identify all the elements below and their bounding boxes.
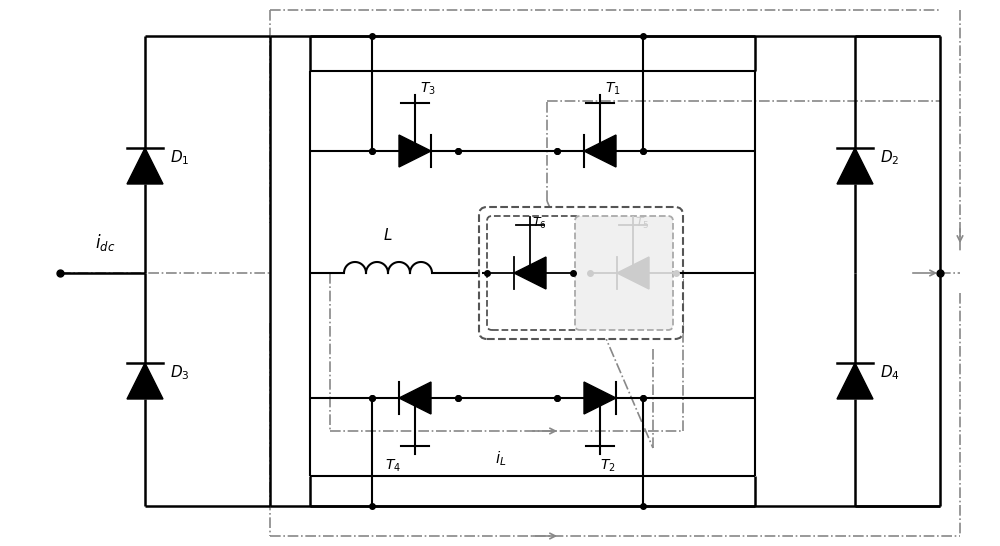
- Text: $T_5$: $T_5$: [635, 216, 649, 230]
- Text: $i_L$: $i_L$: [495, 449, 507, 468]
- Text: $T_4$: $T_4$: [385, 458, 401, 474]
- Polygon shape: [127, 148, 163, 184]
- Text: $T_3$: $T_3$: [420, 81, 436, 97]
- Text: $T_2$: $T_2$: [600, 458, 616, 474]
- Text: $T_6$: $T_6$: [532, 216, 547, 230]
- Polygon shape: [617, 257, 649, 289]
- FancyBboxPatch shape: [479, 207, 683, 339]
- Polygon shape: [837, 363, 873, 399]
- FancyBboxPatch shape: [575, 216, 673, 330]
- Polygon shape: [837, 148, 873, 184]
- Text: $D_3$: $D_3$: [170, 364, 190, 382]
- Text: $D_4$: $D_4$: [880, 364, 900, 382]
- Polygon shape: [584, 382, 616, 414]
- Polygon shape: [399, 382, 431, 414]
- Text: $D_2$: $D_2$: [880, 149, 899, 168]
- Text: $T_1$: $T_1$: [605, 81, 621, 97]
- FancyBboxPatch shape: [487, 216, 580, 330]
- Polygon shape: [584, 135, 616, 167]
- Text: $L$: $L$: [383, 227, 393, 243]
- Polygon shape: [127, 363, 163, 399]
- Polygon shape: [514, 257, 546, 289]
- Polygon shape: [399, 135, 431, 167]
- Text: $D_1$: $D_1$: [170, 149, 189, 168]
- Text: $i_{dc}$: $i_{dc}$: [95, 232, 115, 253]
